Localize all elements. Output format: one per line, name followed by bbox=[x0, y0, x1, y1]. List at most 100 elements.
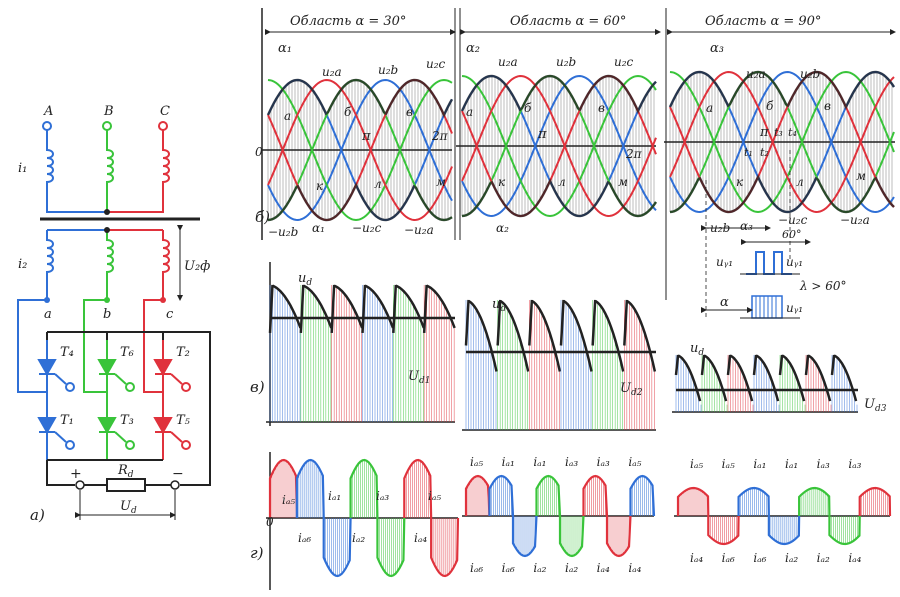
region-title-90: Область α = 90° bbox=[705, 14, 821, 29]
neg-u2b-label-1: −u₂b bbox=[268, 225, 298, 239]
ud-label-3: ud bbox=[690, 341, 704, 358]
two-pi-label-1: 2π bbox=[431, 129, 449, 143]
lambda-label: λ > 60° bbox=[799, 279, 847, 293]
current-label: iₐ₅ bbox=[690, 457, 703, 471]
u2b-label-3: u₂b bbox=[800, 67, 820, 81]
upper-envelope bbox=[266, 78, 454, 118]
secondary-label-c: c bbox=[166, 307, 174, 322]
Ud2-label: Ud2 bbox=[620, 381, 643, 398]
Ud1-label: Ud1 bbox=[408, 369, 430, 386]
currents-60-bottom-labels: iₐ₆ iₐ₆ iₐ₂ iₐ₂ iₐ₄ iₐ₄ bbox=[470, 561, 642, 575]
neg-u2a-label-1: −u₂a bbox=[404, 223, 434, 237]
current-label: iₐ₂ bbox=[785, 551, 798, 565]
current-label: iₐ₃ bbox=[597, 455, 610, 469]
thyristor-t1-label: T₁ bbox=[60, 413, 74, 428]
panel-v-labels: в) ud ud ud Ud1 Ud2 Ud3 bbox=[250, 271, 887, 414]
panel-g-labels: г) 0 iₐ₅ iₐ₁ iₐ₃ iₐ₅ iₐ₆ iₐ₂ iₐ₄ bbox=[250, 489, 441, 562]
t3-label: t₃ bbox=[774, 126, 783, 139]
phase-sine-negative bbox=[669, 70, 895, 214]
thyristor-t3-label: T₃ bbox=[120, 413, 134, 428]
lower-envelope bbox=[267, 182, 453, 222]
thyristor-t2-label: T₂ bbox=[176, 345, 190, 360]
rectified-pulse bbox=[726, 354, 754, 402]
current-label: iₐ₅ bbox=[628, 455, 641, 469]
current-label: iₐ₆ bbox=[722, 551, 735, 565]
current-label: iₐ₂ bbox=[565, 561, 578, 575]
phase-current-pulse bbox=[737, 486, 770, 517]
secondary-label-a: a bbox=[44, 307, 52, 322]
panel-b-zero: 0 bbox=[255, 145, 263, 159]
rectified-pulse bbox=[268, 284, 302, 334]
region-headers: Область α = 30° Область α = 60° Область … bbox=[261, 8, 896, 300]
phase-current-pulse bbox=[268, 458, 298, 519]
panel-g-zero: 0 bbox=[266, 515, 274, 529]
alpha-pulse-label: α bbox=[720, 295, 729, 310]
phase-current-pulse bbox=[629, 474, 656, 517]
point-a-2: а bbox=[466, 105, 473, 119]
rectified-pulse bbox=[392, 284, 425, 334]
Ud3-label: Ud3 bbox=[864, 397, 887, 414]
secondary-label-b: b bbox=[103, 307, 111, 322]
point-k-3: к bbox=[736, 175, 744, 189]
phase-label-b: B bbox=[103, 104, 114, 119]
figure-label-a: а) bbox=[30, 506, 45, 524]
current-label: iₐ₁ bbox=[785, 457, 798, 471]
thyristor-t4-label: T₄ bbox=[60, 345, 74, 360]
u2c-label-1: u₂c bbox=[426, 57, 446, 71]
phase-current-pulse bbox=[828, 515, 861, 546]
u2c-label-2: u₂c bbox=[614, 55, 634, 69]
current-label: iₐ₅ bbox=[470, 455, 483, 469]
load-label: Rd bbox=[117, 463, 134, 480]
point-a-3: а bbox=[706, 101, 713, 115]
currents-60-top-labels: iₐ₅ iₐ₁ iₐ₁ iₐ₃ iₐ₃ iₐ₅ bbox=[470, 455, 642, 469]
u2b-label-2: u₂b bbox=[556, 55, 576, 69]
alpha3-bottom-label: α₃ bbox=[740, 219, 753, 233]
u2a-label-2: u₂a bbox=[498, 55, 518, 69]
current-label: iₐ₃ bbox=[817, 457, 830, 471]
rectified-pulse bbox=[752, 354, 780, 402]
point-b-2: б bbox=[524, 101, 532, 115]
phase-current-pulse bbox=[535, 474, 562, 517]
current-label: iₐ₃ bbox=[848, 457, 861, 471]
current-label: iₐ₆ bbox=[753, 551, 766, 565]
current-label: iₐ₆ bbox=[502, 561, 515, 575]
two-pi-label-2: 2π bbox=[625, 147, 643, 161]
currents-90-top-labels: iₐ₅ iₐ₅ iₐ₁ iₐ₁ iₐ₃ iₐ₃ bbox=[690, 457, 862, 471]
ia6-label-r1: iₐ₆ bbox=[298, 531, 311, 545]
neg-u2a-label-3: −u₂a bbox=[840, 213, 870, 227]
output-voltage-label: Ud bbox=[120, 499, 137, 516]
panel-g-phase-currents bbox=[266, 452, 892, 590]
point-v-3: в bbox=[824, 99, 831, 113]
uy1-label-a: uᵧ₁ bbox=[716, 255, 733, 269]
phase-current-pulse bbox=[376, 517, 406, 578]
phase-current-pulse bbox=[605, 515, 632, 558]
current-label: iₐ₁ bbox=[533, 455, 546, 469]
current-label: iₐ₄ bbox=[628, 561, 641, 575]
thyristor-t5-label: T₅ bbox=[176, 413, 191, 428]
neg-u2c-label-1: −u₂c bbox=[352, 221, 382, 235]
pi-label-1: π bbox=[361, 129, 371, 144]
point-l-1: л bbox=[374, 177, 382, 191]
current-label: iₐ₂ bbox=[533, 561, 546, 575]
phase-label-c: C bbox=[160, 104, 170, 119]
rectified-pulse bbox=[804, 354, 832, 402]
alpha2-label: α₂ bbox=[466, 41, 480, 56]
phase-voltage-label: U₂ф bbox=[184, 259, 210, 274]
rectified-pulse bbox=[700, 354, 728, 402]
rectified-pulse bbox=[422, 284, 456, 334]
phase-current-pulse bbox=[322, 517, 352, 578]
secondary-current-label: i₂ bbox=[18, 257, 27, 272]
phase-current-pulse bbox=[403, 458, 433, 519]
upper-envelope bbox=[460, 74, 657, 114]
phase-current-pulse bbox=[464, 474, 491, 517]
point-v-2: в bbox=[598, 101, 605, 115]
rectified-pulse bbox=[674, 354, 702, 402]
rectified-pulse bbox=[496, 299, 530, 372]
phase-sine-negative bbox=[461, 74, 657, 218]
current-label: iₐ₄ bbox=[690, 551, 703, 565]
rectified-pulse bbox=[299, 284, 333, 334]
panel-b-labels: б) 0 u₂a u₂b u₂c u₂a u₂b u₂c u₂a u₂b −u₂… bbox=[255, 55, 870, 315]
phase-sine-negative bbox=[267, 78, 453, 222]
ud-label-2: ud bbox=[492, 297, 506, 314]
